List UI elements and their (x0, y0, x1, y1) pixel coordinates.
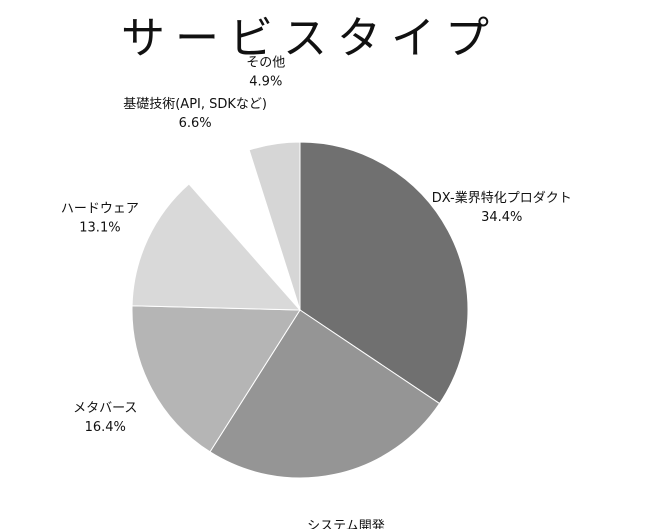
slice-name-label: メタバース (73, 401, 137, 416)
slice-name-label: システム開発 (307, 519, 385, 529)
pie-slice (131, 183, 302, 311)
pie-slices (131, 138, 469, 479)
slice-name-label: DX-業界特化プロダクト (432, 190, 572, 206)
slice-name-label: ハードウェア (61, 202, 139, 217)
slice-value-label: 34.4% (481, 210, 522, 225)
slice-value-label: 6.6% (179, 116, 212, 131)
pie-labels: DX-業界特化プロダクト34.4%システム開発24.6%メタバース16.4%ハー… (61, 56, 572, 529)
slice-value-label: 13.1% (79, 221, 120, 236)
pie-slice (299, 141, 469, 405)
pie-slice (209, 309, 441, 479)
pie-slice (248, 141, 301, 311)
slice-name-label: その他 (246, 56, 285, 71)
slice-value-label: 4.9% (249, 75, 282, 90)
slice-value-label: 16.4% (85, 420, 126, 435)
chart-title: サービスタイプ (121, 13, 499, 64)
pie-slice (182, 138, 295, 300)
pie-slice (131, 305, 301, 453)
slice-name-label: 基礎技術(API, SDKなど) (123, 97, 267, 112)
